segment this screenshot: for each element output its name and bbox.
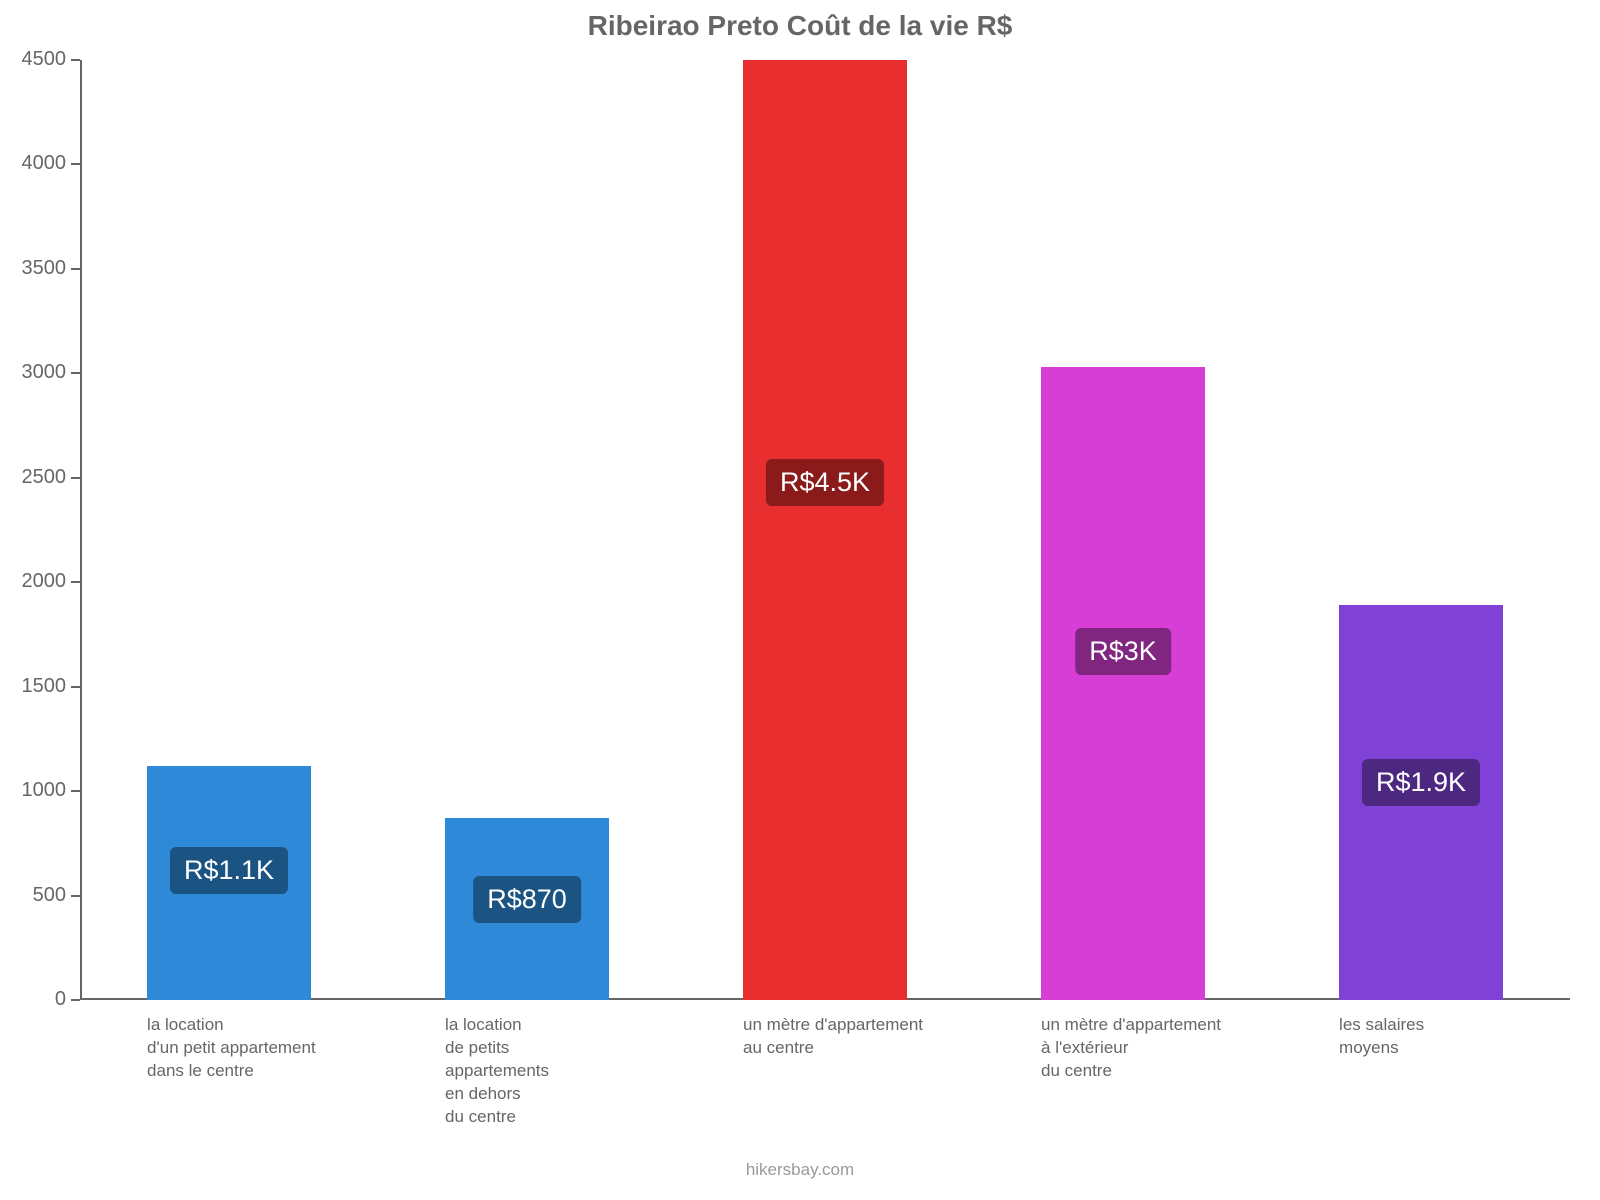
y-axis: [80, 60, 82, 1000]
y-tick-label: 0: [6, 988, 66, 1011]
y-tick: [71, 999, 80, 1001]
y-tick: [71, 163, 80, 165]
bar-value-label: R$1.1K: [170, 847, 288, 894]
cost-of-living-chart: Ribeirao Preto Coût de la vie R$ 0500100…: [0, 0, 1600, 1200]
y-tick: [71, 686, 80, 688]
bar-value-label: R$4.5K: [766, 459, 884, 506]
y-tick-label: 1000: [6, 779, 66, 802]
bar-value-label: R$3K: [1075, 628, 1171, 675]
y-tick-label: 500: [6, 884, 66, 907]
y-tick-label: 3000: [6, 361, 66, 384]
x-category-label: un mètre d'appartement à l'extérieur du …: [1041, 1014, 1245, 1083]
y-tick-label: 2500: [6, 466, 66, 489]
y-tick-label: 3500: [6, 257, 66, 280]
y-tick: [71, 477, 80, 479]
bar: [743, 60, 907, 1000]
y-tick: [71, 895, 80, 897]
x-category-label: la location de petits appartements en de…: [445, 1014, 649, 1129]
y-tick-label: 4500: [6, 48, 66, 71]
y-tick: [71, 372, 80, 374]
y-tick-label: 4000: [6, 152, 66, 175]
x-category-label: les salaires moyens: [1339, 1014, 1543, 1060]
x-category-label: la location d'un petit appartement dans …: [147, 1014, 351, 1083]
y-tick: [71, 268, 80, 270]
chart-title: Ribeirao Preto Coût de la vie R$: [0, 10, 1600, 42]
y-tick-label: 1500: [6, 675, 66, 698]
y-tick-label: 2000: [6, 570, 66, 593]
y-tick: [71, 59, 80, 61]
bar-value-label: R$870: [473, 876, 581, 923]
y-tick: [71, 790, 80, 792]
y-tick: [71, 581, 80, 583]
bar: [1041, 367, 1205, 1000]
credit-text: hikersbay.com: [0, 1160, 1600, 1180]
plot-area: 050010001500200025003000350040004500R$1.…: [80, 60, 1570, 1000]
bar-value-label: R$1.9K: [1362, 759, 1480, 806]
x-category-label: un mètre d'appartement au centre: [743, 1014, 947, 1060]
